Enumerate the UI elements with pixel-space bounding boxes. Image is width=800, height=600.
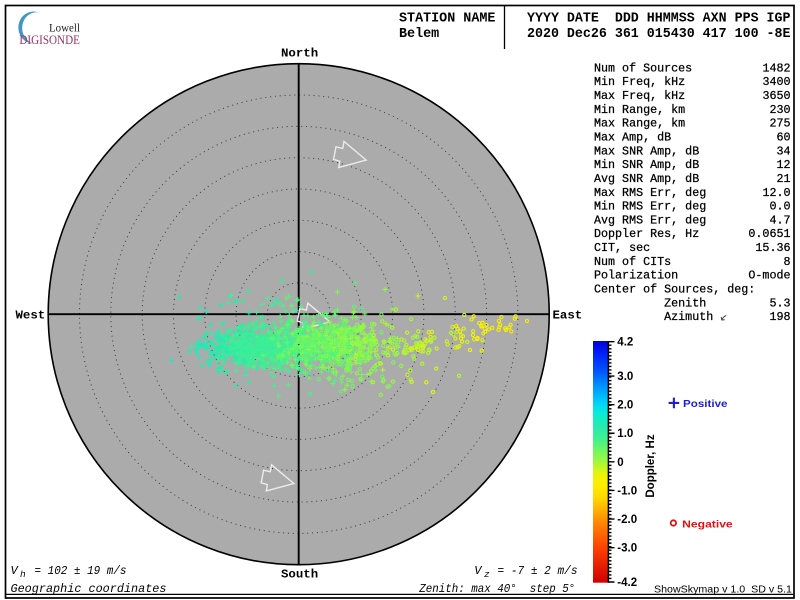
svg-text:East: East	[553, 308, 583, 322]
svg-text:34: 34	[776, 144, 790, 158]
svg-text:North: North	[281, 46, 318, 60]
svg-text:YYYY DATE DDD HHMMSS AXN PPS: YYYY DATE DDD HHMMSS AXN PPS IGP	[527, 11, 791, 26]
svg-text:Belem: Belem	[399, 27, 439, 42]
svg-text:Max RMS Err, deg: Max RMS Err, deg	[594, 186, 706, 200]
svg-text:Zenith: max 40° step 5°: Zenith: max 40° step 5°	[418, 582, 575, 596]
svg-text:Min SNR Amp, dB: Min SNR Amp, dB	[594, 158, 699, 172]
svg-text:8: 8	[783, 255, 790, 269]
svg-text:West: West	[16, 308, 46, 322]
svg-text:Max Range, km: Max Range, km	[594, 117, 685, 131]
svg-text:Max Amp, dB: Max Amp, dB	[594, 131, 671, 145]
svg-text:Min RMS Err, deg: Min RMS Err, deg	[594, 200, 706, 214]
svg-text:z: z	[484, 569, 490, 580]
svg-text:STATION NAME: STATION NAME	[399, 11, 495, 26]
svg-text:Lowell: Lowell	[49, 22, 80, 35]
svg-text:Doppler, Hz: Doppler, Hz	[645, 434, 657, 498]
svg-text:3.0: 3.0	[617, 371, 633, 383]
svg-text:5.3: 5.3	[769, 296, 790, 310]
svg-text:1.0: 1.0	[617, 428, 633, 440]
svg-text:Min Freq, kHz: Min Freq, kHz	[594, 75, 685, 89]
svg-text:Doppler Res, Hz: Doppler Res, Hz	[594, 227, 699, 241]
svg-text:DIGISONDE: DIGISONDE	[19, 33, 80, 47]
svg-text:= -7 ± 2 m/s: = -7 ± 2 m/s	[498, 564, 578, 578]
svg-text:Min Range, km: Min Range, km	[594, 103, 685, 117]
svg-text:Avg RMS Err, deg: Avg RMS Err, deg	[594, 213, 706, 227]
svg-text:2020 Dec26 361 015430 417 100: 2020 Dec26 361 015430 417 100 -8E	[527, 27, 791, 42]
svg-text:15.36: 15.36	[755, 241, 790, 255]
svg-text:Num of Sources: Num of Sources	[594, 61, 692, 75]
svg-text:3650: 3650	[762, 89, 790, 103]
svg-text:O-mode: O-mode	[748, 269, 790, 283]
svg-text:Max SNR Amp, dB: Max SNR Amp, dB	[594, 144, 699, 158]
svg-text:South: South	[281, 568, 318, 582]
svg-text:Zenith: Zenith	[594, 296, 706, 310]
svg-text:Avg SNR Amp, dB: Avg SNR Amp, dB	[594, 172, 699, 186]
svg-text:Positive: Positive	[683, 398, 728, 410]
svg-text:0.0651: 0.0651	[748, 227, 790, 241]
svg-text:-2.0: -2.0	[617, 514, 637, 526]
svg-text:60: 60	[776, 131, 790, 145]
svg-text:Max Freq, kHz: Max Freq, kHz	[594, 89, 685, 103]
svg-text:4.2: 4.2	[617, 337, 633, 349]
svg-text:h: h	[20, 569, 26, 580]
svg-text:-1.0: -1.0	[617, 486, 637, 498]
svg-text:12.0: 12.0	[762, 186, 790, 200]
svg-text:Negative: Negative	[682, 518, 733, 530]
svg-text:-3.0: -3.0	[617, 543, 637, 555]
svg-text:CIT, sec: CIT, sec	[594, 241, 650, 255]
svg-text:Center of Sources, deg:: Center of Sources, deg:	[594, 283, 755, 297]
svg-text:= 102 ± 19 m/s: = 102 ± 19 m/s	[35, 564, 127, 578]
svg-text:0.0: 0.0	[769, 200, 790, 214]
svg-text:275: 275	[769, 117, 790, 131]
svg-text:230: 230	[769, 103, 790, 117]
svg-text:198: 198	[769, 310, 790, 324]
svg-text:Polarization: Polarization	[594, 269, 678, 283]
svg-text:1482: 1482	[762, 61, 790, 75]
svg-text:Azimuth: Azimuth	[594, 310, 713, 324]
svg-text:21: 21	[776, 172, 790, 186]
svg-text:Geographic coordinates: Geographic coordinates	[11, 582, 167, 596]
svg-text:12: 12	[776, 158, 790, 172]
svg-text:V: V	[11, 564, 20, 578]
svg-text:3400: 3400	[762, 75, 790, 89]
svg-text:0: 0	[617, 457, 623, 469]
svg-text:4.7: 4.7	[769, 213, 790, 227]
svg-text:ShowSkymap v 1.0 SD v 5.1: ShowSkymap v 1.0 SD v 5.1	[654, 585, 792, 596]
svg-text:2.0: 2.0	[617, 400, 633, 412]
svg-text:-4.2: -4.2	[617, 577, 637, 589]
svg-text:Num of CITs: Num of CITs	[594, 255, 671, 269]
svg-text:V: V	[474, 564, 483, 578]
